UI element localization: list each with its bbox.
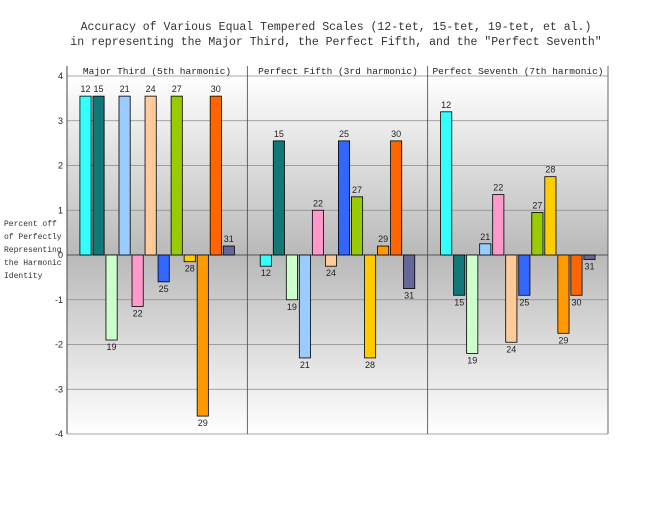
bar-label: 22 — [313, 198, 323, 208]
data-labels: 12 15192122242527282930311215192122242527… — [81, 84, 595, 428]
bar-12 — [440, 111, 453, 256]
bar-label: 24 — [326, 268, 336, 278]
bar-label: 24 — [506, 344, 516, 354]
y-tick-label: 1 — [58, 205, 63, 215]
y-tick-label: -2 — [55, 340, 63, 350]
bar-label: 25 — [519, 297, 529, 307]
bar-label: 19 — [467, 355, 477, 365]
bar-31 — [583, 254, 596, 260]
bar-25 — [338, 140, 351, 256]
bar-24 — [505, 254, 518, 343]
bar-28 — [183, 254, 196, 263]
bar-28 — [544, 176, 557, 256]
bar-label: 15 — [274, 129, 284, 139]
bar-label: 15 — [94, 84, 104, 94]
bars — [79, 95, 596, 417]
bar-15 — [453, 254, 466, 296]
bar-label: 22 — [493, 183, 503, 193]
bar-31 — [222, 245, 235, 256]
bar-label: 29 — [378, 234, 388, 244]
bar-27 — [531, 212, 544, 256]
group-label: Major Third (5th harmonic) — [83, 66, 231, 77]
bar-27 — [351, 196, 364, 256]
bar-label: 28 — [545, 165, 555, 175]
bar-label: 21 — [480, 232, 490, 242]
y-axis-label-line: of Perfectly — [4, 233, 62, 242]
y-axis-label-line: Identity — [4, 272, 43, 281]
bar-27 — [170, 95, 183, 256]
bar-label: 31 — [404, 291, 414, 301]
bar-label: 12 — [81, 84, 91, 94]
gridlines — [67, 75, 608, 435]
y-axis-label-line: Representing — [4, 246, 62, 255]
bar-label: 31 — [224, 234, 234, 244]
bar-25 — [157, 254, 170, 283]
bar-label: 21 — [120, 84, 130, 94]
bar-label: 28 — [185, 264, 195, 274]
bar-label: 24 — [146, 84, 156, 94]
bar-22 — [492, 194, 505, 256]
bar-label: 29 — [198, 418, 208, 428]
bar-21 — [298, 254, 311, 359]
bar-30 — [390, 140, 403, 256]
bar-22 — [311, 209, 324, 256]
y-tick-label: -1 — [55, 295, 63, 305]
bar-label: 22 — [133, 308, 143, 318]
bar-19 — [466, 254, 479, 354]
bar-19 — [285, 254, 298, 301]
bar-label: 30 — [571, 297, 581, 307]
bar-label: 12 — [261, 268, 271, 278]
group-label: Perfect Fifth (3rd harmonic) — [258, 66, 418, 77]
bar-label: 12 — [441, 100, 451, 110]
bar-label: 30 — [391, 129, 401, 139]
bar-label: 19 — [107, 342, 117, 352]
bar-22 — [131, 254, 144, 307]
bar-28 — [364, 254, 377, 359]
y-tick-label: 2 — [58, 161, 63, 171]
bar-24 — [144, 95, 157, 256]
group-labels: Major Third (5th harmonic) Perfect Fifth… — [83, 66, 604, 77]
bar-21 — [479, 243, 492, 256]
y-tick-label: -4 — [55, 429, 63, 439]
bar-30 — [570, 254, 583, 296]
y-axis-ticks: 4 3 2 1 0 -1 -2 -3 -4 — [55, 71, 63, 439]
bar-30 — [209, 95, 222, 256]
y-tick-label: -3 — [55, 384, 63, 394]
bar-31 — [403, 254, 416, 289]
y-axis-label: Percent off of Perfectly Representing th… — [4, 220, 62, 281]
bar-15 — [92, 95, 105, 256]
chart-title-line-2: in representing the Major Third, the Per… — [70, 36, 601, 49]
bar-label: 28 — [365, 360, 375, 370]
bar-label: 27 — [532, 200, 542, 210]
bar-label: 27 — [352, 185, 362, 195]
bar-15 — [272, 140, 285, 256]
y-tick-label: 3 — [58, 116, 63, 126]
bar-24 — [324, 254, 337, 267]
bar-12 — [259, 254, 272, 267]
bar-29 — [377, 245, 390, 256]
bar-label: 15 — [454, 297, 464, 307]
bar-29 — [196, 254, 209, 417]
group-label: Perfect Seventh (7th harmonic) — [432, 66, 603, 77]
bar-25 — [518, 254, 531, 296]
bar-label: 25 — [159, 284, 169, 294]
bar-label: 30 — [211, 84, 221, 94]
y-tick-label: 0 — [58, 250, 63, 260]
chart-title-line-1: Accuracy of Various Equal Tempered Scale… — [81, 21, 592, 34]
bar-label: 31 — [584, 261, 594, 271]
y-axis-label-line: the Harmonic — [4, 259, 62, 268]
bar-12 — [79, 95, 92, 256]
y-axis-label-line: Percent off — [4, 220, 57, 229]
bar-label: 25 — [339, 129, 349, 139]
bar-label: 19 — [287, 302, 297, 312]
bar-label: 21 — [300, 360, 310, 370]
bar-label: 29 — [558, 335, 568, 345]
bar-21 — [118, 95, 131, 256]
bar-19 — [105, 254, 118, 341]
y-tick-label: 4 — [58, 71, 63, 81]
group-dividers — [66, 66, 609, 434]
bar-label: 27 — [172, 84, 182, 94]
bar-29 — [557, 254, 570, 334]
